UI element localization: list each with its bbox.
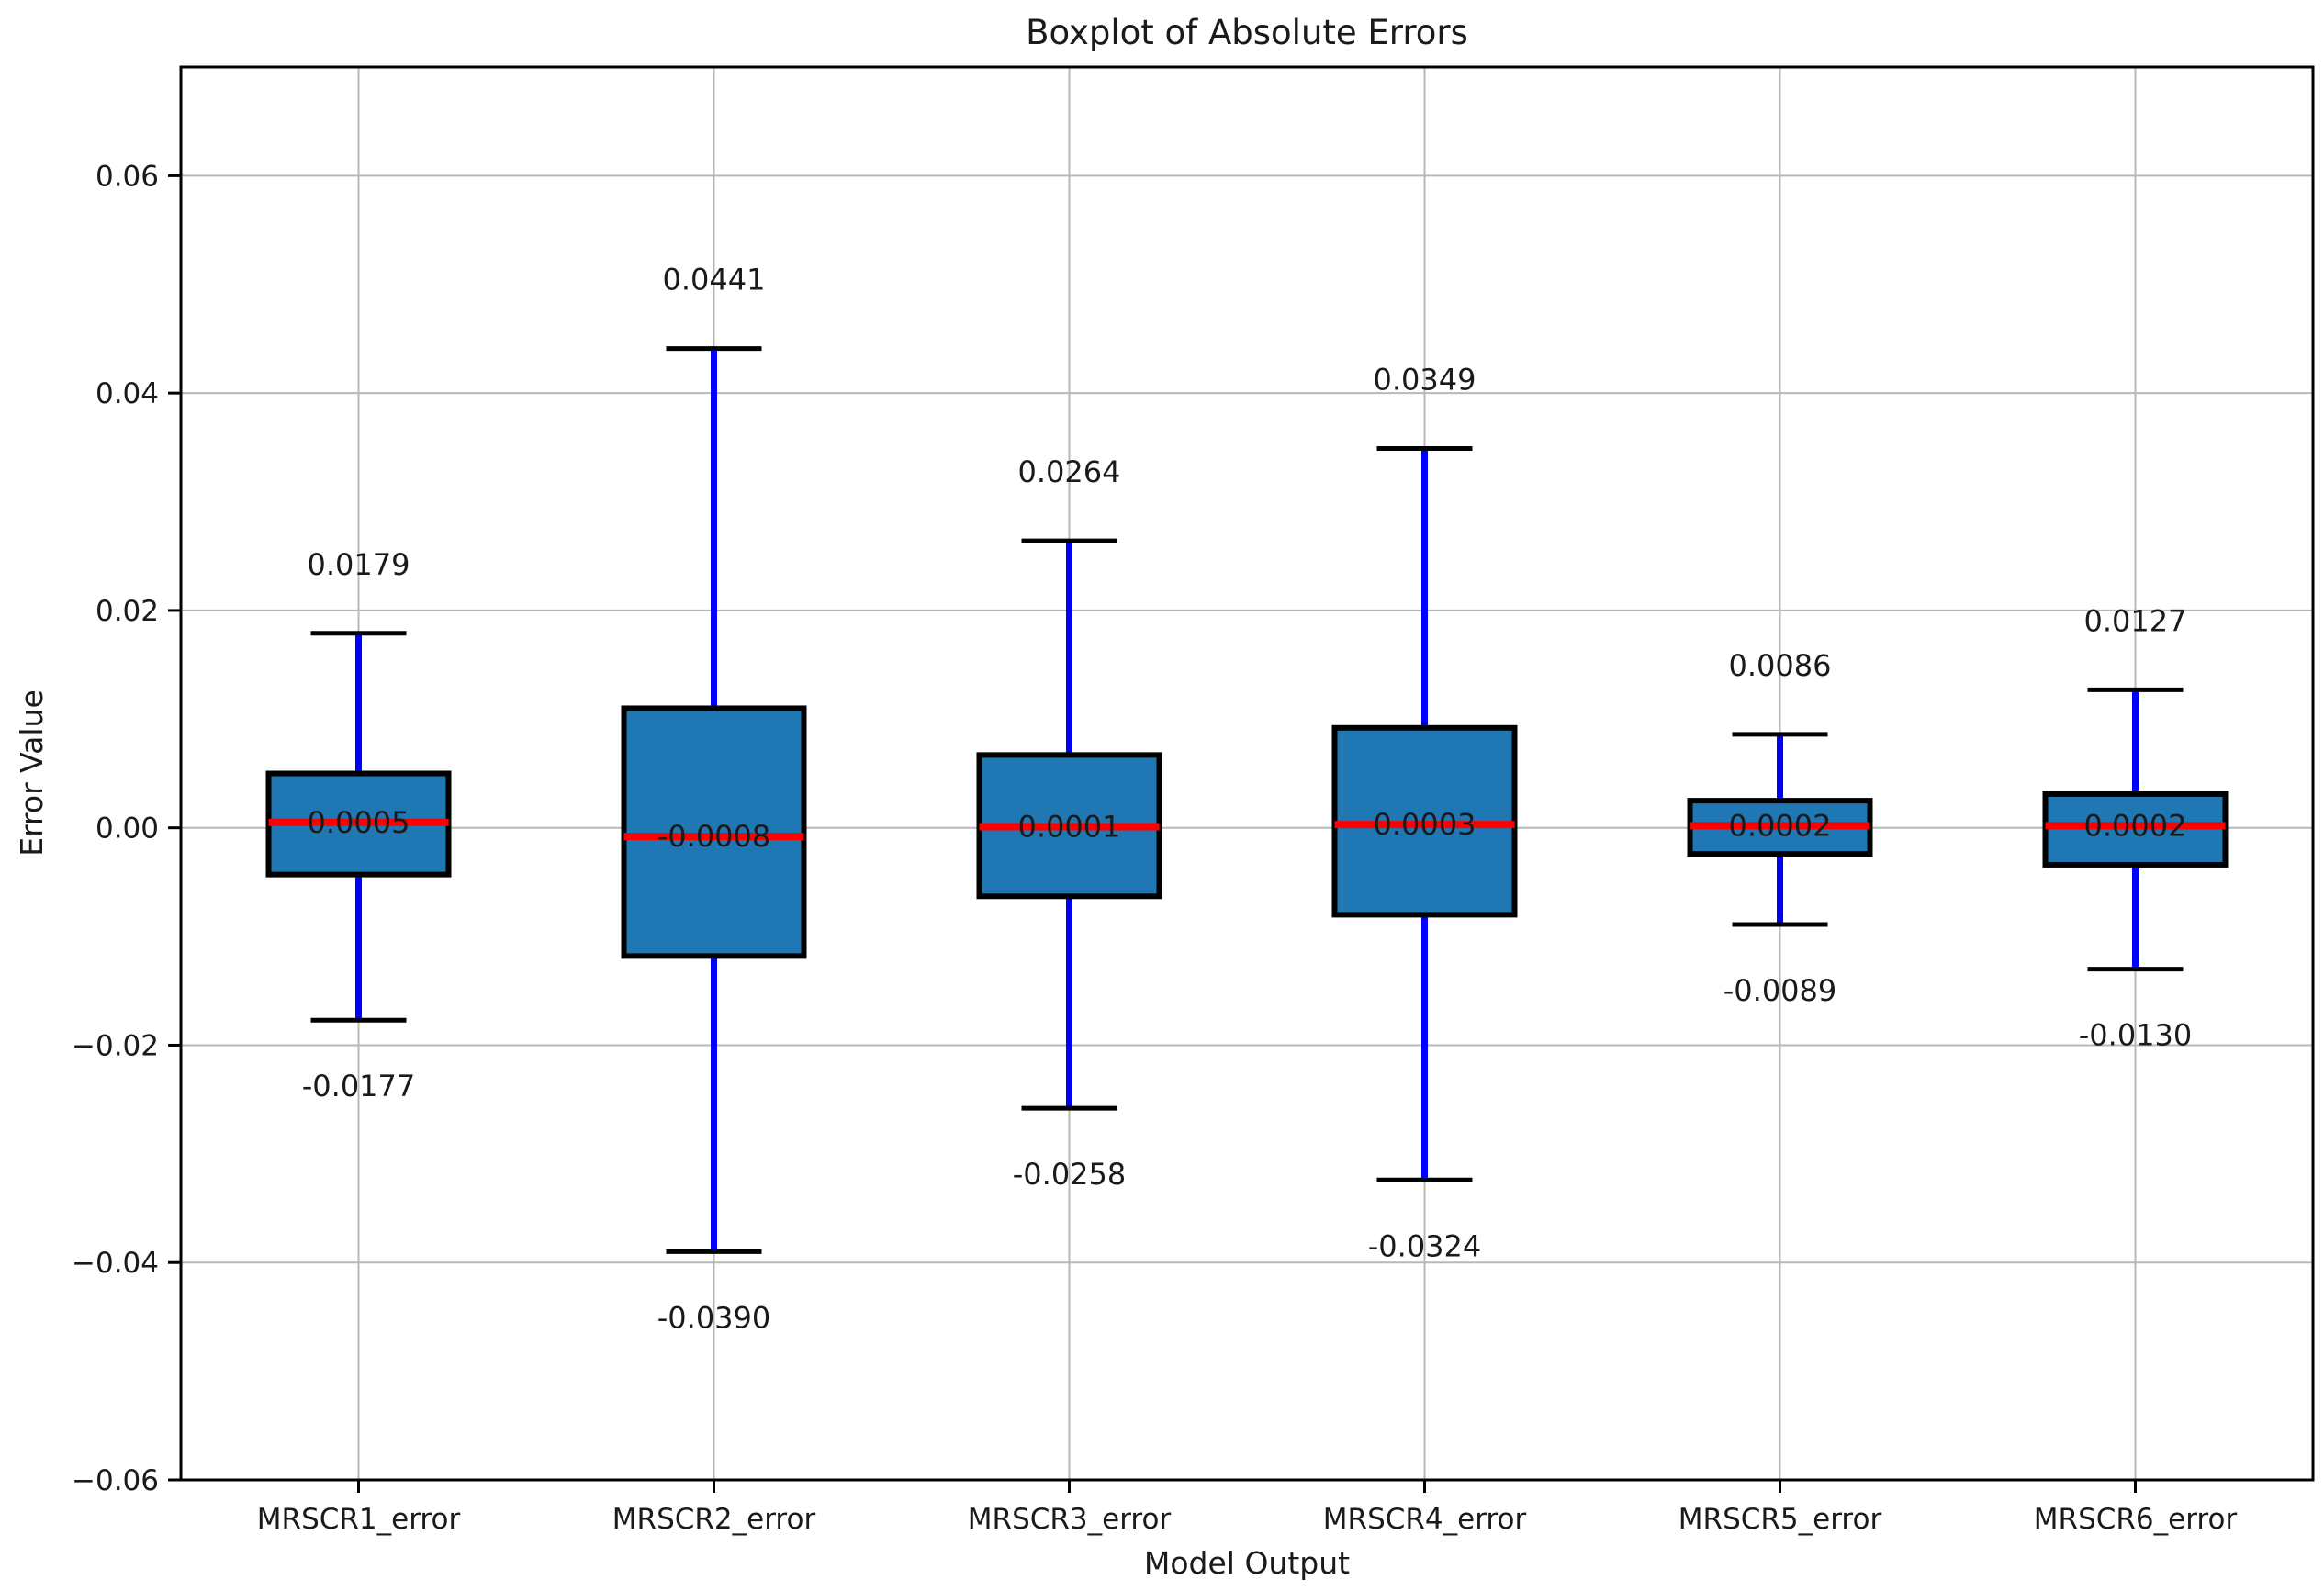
- y-tick-label: 0.04: [95, 377, 159, 410]
- annotation-whisker-low: -0.0130: [2079, 1018, 2193, 1053]
- annotation-whisker-high: 0.0349: [1374, 363, 1476, 398]
- annotation-whisker-high: 0.0179: [308, 547, 410, 582]
- annotation-median: 0.0002: [1729, 808, 1832, 843]
- annotation-median: 0.0002: [2084, 808, 2187, 843]
- x-tick-label: MRSCR3_error: [968, 1503, 1172, 1536]
- plot-frame: [179, 65, 2315, 1482]
- annotation-whisker-high: 0.0441: [663, 263, 766, 297]
- x-tick-label: MRSCR1_error: [257, 1503, 461, 1536]
- x-tick-label: MRSCR4_error: [1323, 1503, 1527, 1536]
- annotation-median: -0.0008: [657, 819, 771, 854]
- annotation-median: 0.0005: [308, 805, 410, 840]
- annotation-whisker-high: 0.0264: [1018, 454, 1121, 489]
- annotation-median: 0.0003: [1374, 807, 1476, 842]
- x-tick-label: MRSCR2_error: [612, 1503, 816, 1536]
- y-tick-label: 0.02: [95, 595, 159, 628]
- box-rect: [2042, 790, 2229, 868]
- y-tick-label: 0.06: [95, 160, 159, 193]
- chart-title: Boxplot of Absolute Errors: [1026, 13, 1468, 52]
- annotation-whisker-low: -0.0177: [302, 1069, 416, 1104]
- x-tick-label: MRSCR6_error: [2034, 1503, 2238, 1536]
- x-tick-label: MRSCR5_error: [1678, 1503, 1882, 1536]
- y-tick-label: −0.04: [72, 1247, 159, 1280]
- annotation-whisker-high: 0.0127: [2084, 603, 2187, 638]
- y-tick-label: −0.02: [72, 1029, 159, 1062]
- y-tick-label: 0.00: [95, 812, 159, 846]
- y-axis-title: Error Value: [14, 689, 50, 857]
- x-axis-title: Model Output: [1144, 1545, 1350, 1581]
- annotation-whisker-low: -0.0258: [1013, 1157, 1127, 1192]
- annotation-whisker-high: 0.0086: [1729, 648, 1832, 683]
- annotation-whisker-low: -0.0390: [657, 1300, 771, 1335]
- plot-area: 0.0179 0.0005 -0.0177 0.0441 -0.0008 -0.0390 0…: [72, 65, 2315, 1536]
- y-tick-label: −0.06: [72, 1464, 159, 1497]
- annotation-median: 0.0001: [1018, 810, 1121, 845]
- annotation-whisker-low: -0.0324: [1368, 1228, 1482, 1263]
- annotation-whisker-low: -0.0089: [1723, 973, 1837, 1008]
- box-rect: [621, 705, 807, 959]
